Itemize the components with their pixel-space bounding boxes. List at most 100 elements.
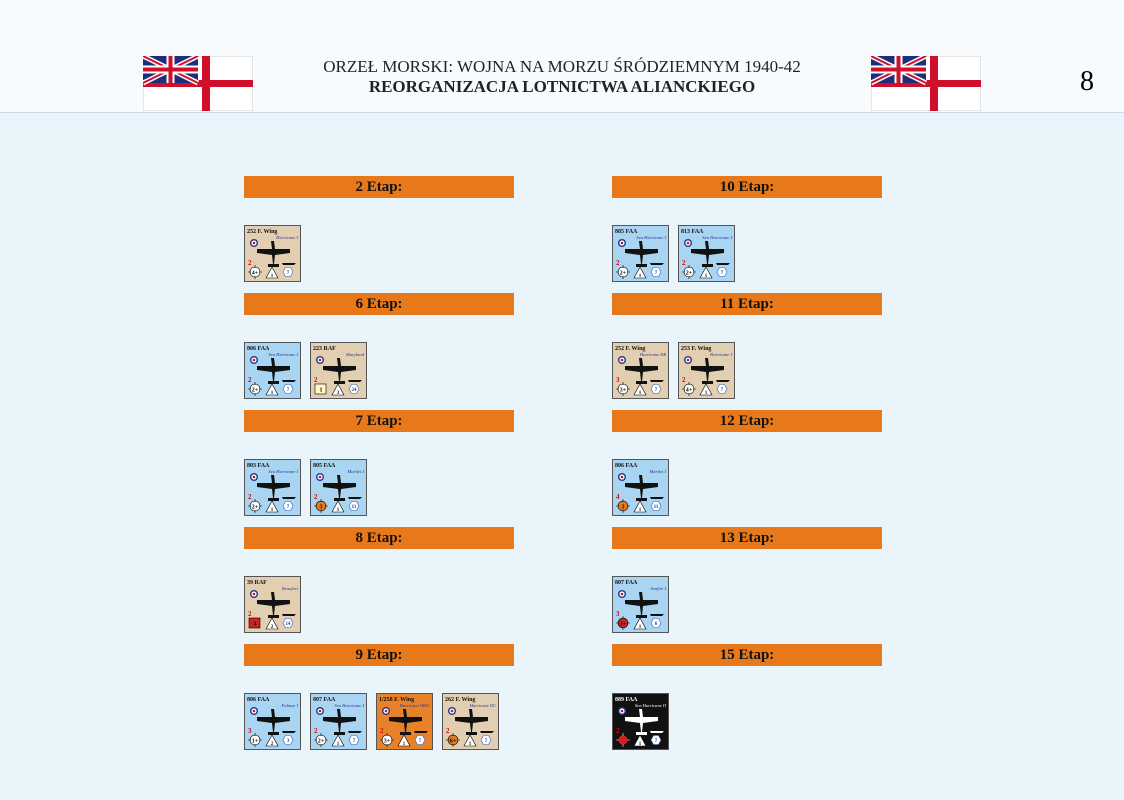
hexagon [716, 267, 728, 277]
ship [282, 263, 296, 265]
hexagon [650, 267, 662, 277]
roundel [450, 709, 454, 713]
attack-value: 2 [682, 259, 686, 267]
hex-value: 7 [655, 388, 658, 393]
hexagon [282, 384, 294, 394]
ship [282, 497, 296, 499]
triangle [265, 500, 279, 513]
section-heading: 8 Etap: [244, 527, 514, 549]
crosshair [446, 733, 460, 747]
roundel [620, 358, 624, 362]
hexagon [650, 384, 662, 394]
section-heading: 9 Etap: [244, 644, 514, 666]
attack-value: 2 [314, 376, 318, 384]
section-heading: 10 Etap: [612, 176, 882, 198]
range-value: 1 [705, 274, 708, 279]
triangle [265, 734, 279, 747]
section-heading: 6 Etap: [244, 293, 514, 315]
range-value: 1 [639, 508, 642, 513]
attack-value: 3 [248, 727, 252, 735]
hexagon [282, 735, 294, 745]
attack-value: 2 [616, 259, 620, 267]
unit: 252 F. Wing [247, 229, 277, 235]
plane [625, 241, 658, 267]
attack-value: 2 [248, 259, 252, 267]
aircraft: Sea Hurricane I [268, 469, 298, 474]
roundel [252, 475, 256, 479]
unit: 806 FAA [615, 463, 638, 469]
roundel [620, 592, 624, 596]
marker [314, 383, 327, 395]
unit: 807 FAA [313, 697, 336, 703]
plane [625, 592, 658, 618]
roundel [252, 241, 256, 245]
hexagon [282, 501, 294, 511]
title: ORZEŁ MORSKI: WOJNA NA MORZU ŚRÓDZIEMNYM… [323, 57, 801, 76]
attack-value: 2 [248, 610, 252, 618]
ship [716, 263, 730, 265]
crosshair [616, 265, 630, 279]
ship [480, 731, 494, 733]
crosshair [682, 265, 696, 279]
aircraft: Sea Hurricane II [635, 703, 667, 708]
crosshair [314, 499, 328, 513]
triangle [331, 500, 345, 513]
ship [348, 497, 362, 499]
section-heading: 13 Etap: [612, 527, 882, 549]
ship [650, 614, 664, 616]
roundel [620, 709, 624, 713]
roundel [252, 592, 256, 596]
section-heading: 11 Etap: [612, 293, 882, 315]
aircraft: Sea Hurricane I [334, 703, 364, 708]
defence-value: 1+ [252, 739, 259, 745]
unit: 223 RAF [313, 346, 336, 352]
defence-value: 3 [622, 505, 625, 511]
roundel [384, 709, 388, 713]
roundel [252, 358, 256, 362]
aircraft: Hurricane I [275, 235, 298, 240]
hex-value: 7 [419, 739, 422, 744]
ship [650, 263, 664, 265]
ship [348, 380, 362, 382]
range-value: 1 [337, 508, 340, 513]
hexagon [650, 501, 662, 511]
crosshair [248, 265, 262, 279]
hexagon [414, 735, 426, 745]
crosshair [248, 382, 262, 396]
crosshair [248, 733, 262, 747]
triangle [633, 734, 647, 747]
attack-value: 3 [616, 376, 620, 384]
plane [323, 709, 356, 735]
hex-value: 7 [353, 739, 356, 744]
range-value: 1 [639, 391, 642, 396]
hexagon [282, 618, 294, 628]
hex-value: 7 [721, 271, 724, 276]
range-value: 2 [271, 625, 274, 630]
unit: 803 FAA [247, 463, 270, 469]
hex-value: 7 [655, 739, 658, 744]
defence-value: 4+ [252, 271, 259, 277]
range-value: 3 [337, 391, 340, 396]
crosshair [616, 616, 630, 630]
triangle [633, 383, 647, 396]
range-value: 1 [271, 508, 274, 513]
hex-value: 7 [721, 388, 724, 393]
hexagon [348, 501, 360, 511]
roundel [252, 709, 256, 713]
triangle [265, 266, 279, 279]
hex-value: 11 [654, 505, 659, 510]
aircraft: Hurricane I [709, 352, 732, 357]
attack-value: 2 [682, 376, 686, 384]
hexagon [650, 618, 662, 628]
attack-value: 2 [314, 727, 318, 735]
marker [617, 734, 629, 746]
crosshair [314, 733, 328, 747]
range-value: 1 [271, 274, 274, 279]
